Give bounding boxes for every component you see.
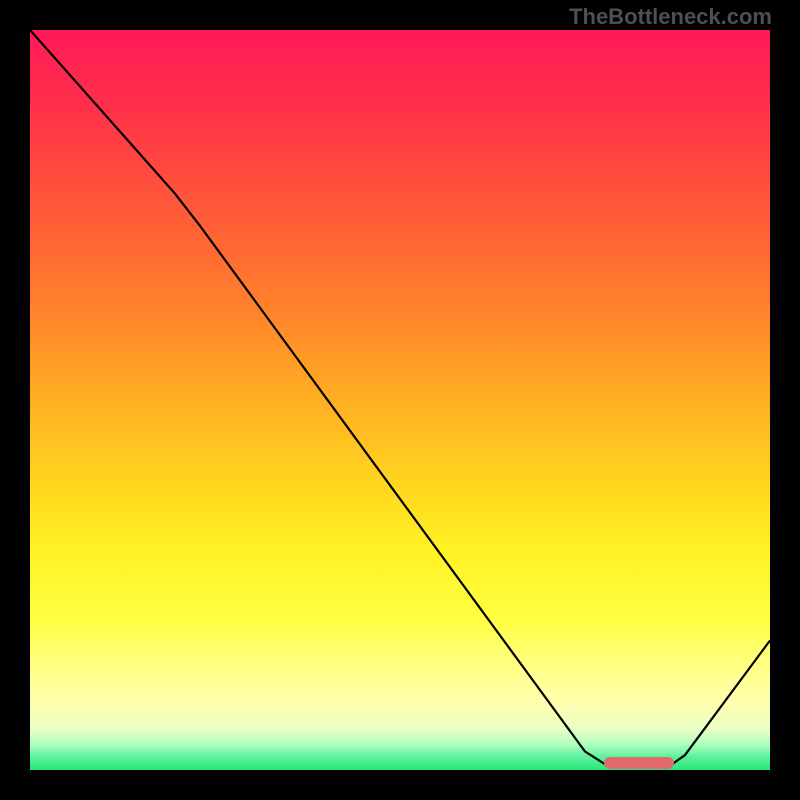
performance-curve — [30, 30, 770, 770]
watermark-text: TheBottleneck.com — [569, 4, 772, 30]
optimal-range-marker — [604, 757, 674, 769]
plot-area — [30, 30, 770, 770]
